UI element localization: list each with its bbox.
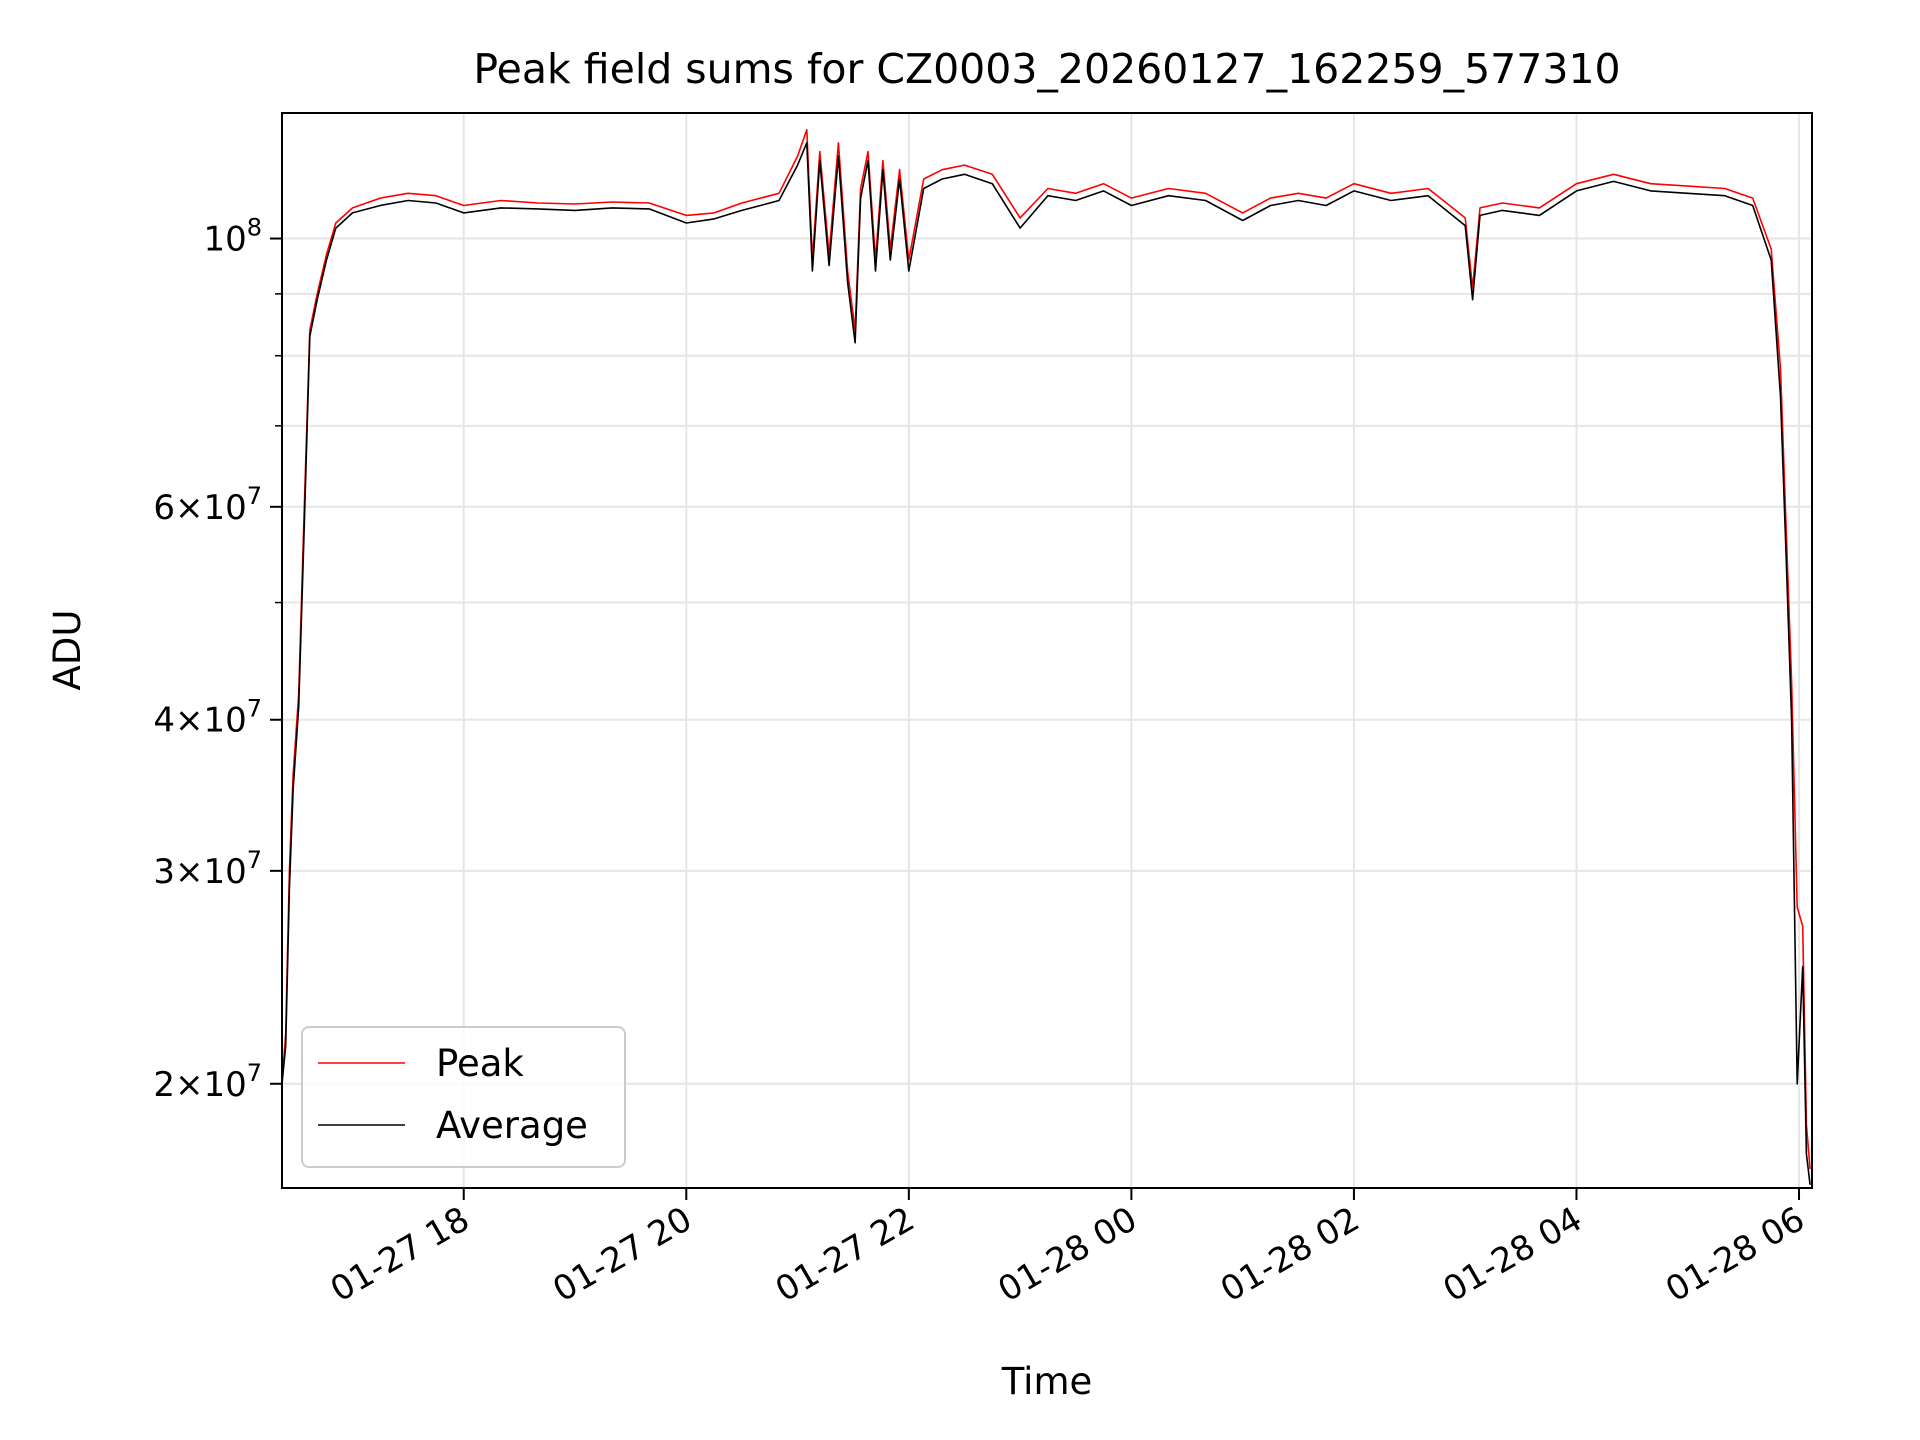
y-tick-exponent: 7 xyxy=(247,482,262,510)
chart-title: Peak field sums for CZ0003_20260127_1622… xyxy=(473,45,1620,93)
y-tick-label: 6×107 xyxy=(153,482,262,528)
plot-frame xyxy=(281,112,1813,1189)
y-tick-times: × xyxy=(175,1065,204,1105)
y-tick-times: × xyxy=(175,701,204,741)
y-tick-label: 3×107 xyxy=(153,846,262,892)
grid xyxy=(282,113,1812,1188)
series-line-average xyxy=(281,142,1811,1185)
x-axis-label: Time xyxy=(1001,1360,1093,1403)
y-tick-base: 10 xyxy=(203,488,246,528)
y-tick-times: × xyxy=(175,488,204,528)
y-tick-exponent: 7 xyxy=(247,695,262,723)
legend-average-label: Average xyxy=(436,1104,588,1147)
series-layer xyxy=(281,129,1811,1185)
y-axis-label: ADU xyxy=(46,610,89,691)
y-tick-mantissa: 6 xyxy=(153,488,175,528)
y-tick-times: × xyxy=(175,852,204,892)
y-tick-mantissa: 2 xyxy=(153,1065,175,1105)
y-tick-exponent: 7 xyxy=(247,1059,262,1087)
y-tick-base: 10 xyxy=(203,220,246,260)
legend: Peak Average xyxy=(301,1026,626,1168)
y-tick-base: 10 xyxy=(203,852,246,892)
legend-box xyxy=(301,1026,626,1168)
y-tick-base: 10 xyxy=(203,1065,246,1105)
series-line-peak xyxy=(281,129,1811,1170)
legend-peak-label: Peak xyxy=(436,1042,524,1085)
y-tick-label: 4×107 xyxy=(153,695,262,741)
y-tick-exponent: 7 xyxy=(247,846,262,874)
y-tick-exponent: 8 xyxy=(247,214,262,242)
y-tick-mantissa: 3 xyxy=(153,852,175,892)
y-tick-mantissa: 4 xyxy=(153,701,175,741)
y-tick-label: 2×107 xyxy=(153,1059,262,1105)
y-tick-base: 10 xyxy=(203,701,246,741)
y-tick-label: 108 xyxy=(203,214,262,260)
